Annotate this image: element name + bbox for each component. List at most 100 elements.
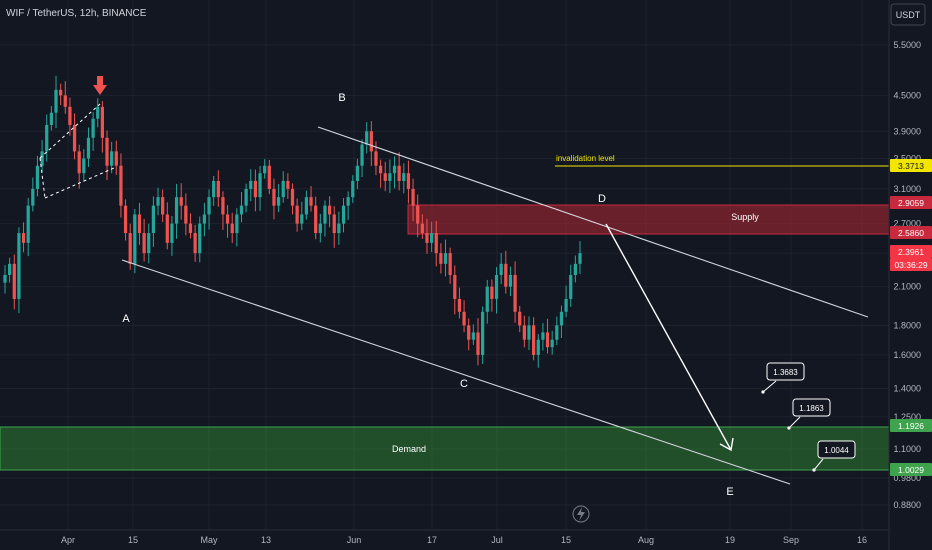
candle (235, 208, 239, 247)
target-callout-3[interactable]: 1.0044 (812, 440, 856, 472)
candle (527, 316, 531, 351)
chart-title: WIF / TetherUS, 12h, BINANCE (6, 8, 147, 19)
candle (532, 317, 536, 361)
candle (91, 112, 95, 151)
channel-lines[interactable] (121, 126, 869, 485)
candle (365, 122, 369, 154)
candle (314, 196, 318, 240)
candle (508, 266, 513, 297)
price-tick-label: 1.2500 (893, 412, 921, 422)
flag-upper-line (39, 103, 101, 159)
channel-lower-line[interactable] (121, 259, 791, 485)
supply-zone[interactable] (407, 204, 890, 235)
time-tick-label: 15 (128, 535, 138, 545)
price-label-tag: 2.5860 (890, 226, 932, 239)
time-tick-label: 19 (725, 535, 735, 545)
channel-upper-line[interactable] (317, 126, 869, 318)
candle (471, 324, 475, 346)
candle (128, 223, 132, 270)
candle (346, 191, 350, 220)
flag-lower-line (44, 167, 115, 199)
candle (429, 221, 434, 253)
candle (453, 265, 457, 315)
candle (550, 330, 554, 355)
candle (272, 178, 276, 220)
candle (142, 218, 146, 262)
candle (513, 261, 517, 323)
candle (420, 214, 424, 239)
candle (383, 161, 387, 192)
time-tick-label: May (200, 535, 218, 545)
candle (290, 183, 295, 215)
price-label-tag: 1.0029 (890, 463, 932, 476)
wave-labels: A B C D E (122, 92, 733, 498)
candle (425, 218, 429, 254)
svg-text:2.3961: 2.3961 (898, 247, 924, 257)
candle (244, 183, 248, 213)
candle (467, 318, 471, 351)
down-arrow-icon (93, 76, 107, 95)
candle (402, 163, 406, 194)
price-label-tag: 03:36:29 (890, 258, 932, 271)
flag-pattern[interactable] (39, 103, 115, 199)
candle (26, 197, 30, 257)
candle (434, 220, 438, 267)
candle (392, 156, 397, 189)
svg-text:2.9059: 2.9059 (898, 198, 924, 208)
time-axis[interactable]: Apr 15 May 13 Jun 17 Jul 15 Aug 19 Sep 16 (0, 529, 889, 545)
svg-text:1.1926: 1.1926 (898, 421, 924, 431)
target-callout-3-text: 1.0044 (824, 446, 849, 455)
projection-arrow[interactable] (605, 223, 734, 452)
candle (59, 83, 63, 106)
candle (156, 187, 160, 216)
candle (490, 279, 494, 312)
candle (198, 216, 202, 263)
supply-zone-label: Supply (731, 212, 759, 222)
candle (86, 127, 91, 167)
invalidation-label: invalidation level (556, 154, 615, 163)
candle (304, 190, 309, 220)
svg-text:1.0029: 1.0029 (898, 465, 924, 475)
candle (397, 152, 401, 191)
price-axis[interactable]: USDT 5.5000 4.5000 3.9000 3.5000 3.1000 2.700… (888, 0, 932, 550)
candle (360, 139, 364, 178)
candle (249, 169, 253, 202)
time-tick-label: Apr (61, 535, 75, 545)
candle (318, 213, 322, 243)
candle (225, 205, 230, 238)
lightning-icon[interactable] (572, 505, 590, 523)
candle (137, 202, 142, 245)
candle (239, 192, 244, 223)
candle (100, 101, 105, 153)
candle (31, 177, 35, 212)
price-tick-label: 3.1000 (893, 184, 921, 194)
target-callout-1[interactable]: 1.3683 (761, 362, 805, 394)
price-tick-label: 3.5000 (893, 153, 921, 163)
currency-button[interactable] (890, 3, 926, 26)
price-tick-label: 1.8000 (893, 320, 921, 330)
demand-zone[interactable] (0, 426, 890, 471)
time-tick-label: 13 (261, 535, 271, 545)
candle (49, 105, 53, 131)
candle (332, 206, 336, 248)
time-tick-label: Sep (783, 535, 799, 545)
candle (559, 305, 564, 339)
candle (123, 199, 128, 241)
candle (21, 222, 26, 253)
candle (295, 198, 299, 232)
wave-label-e: E (726, 486, 733, 498)
candle (406, 160, 411, 204)
wave-label-c: C (460, 378, 468, 390)
candle (12, 254, 16, 310)
candle (119, 153, 123, 218)
candle (411, 178, 415, 222)
target-callout-2[interactable]: 1.1863 (787, 398, 831, 430)
target-callout-2-text: 1.1863 (799, 404, 824, 413)
candle (457, 287, 462, 319)
price-label-tag: 3.3713 (890, 159, 932, 172)
candle (355, 158, 360, 190)
projection-arrow-shaft (605, 223, 732, 451)
time-tick-label: 16 (857, 535, 867, 545)
flag-left-line (39, 157, 46, 199)
